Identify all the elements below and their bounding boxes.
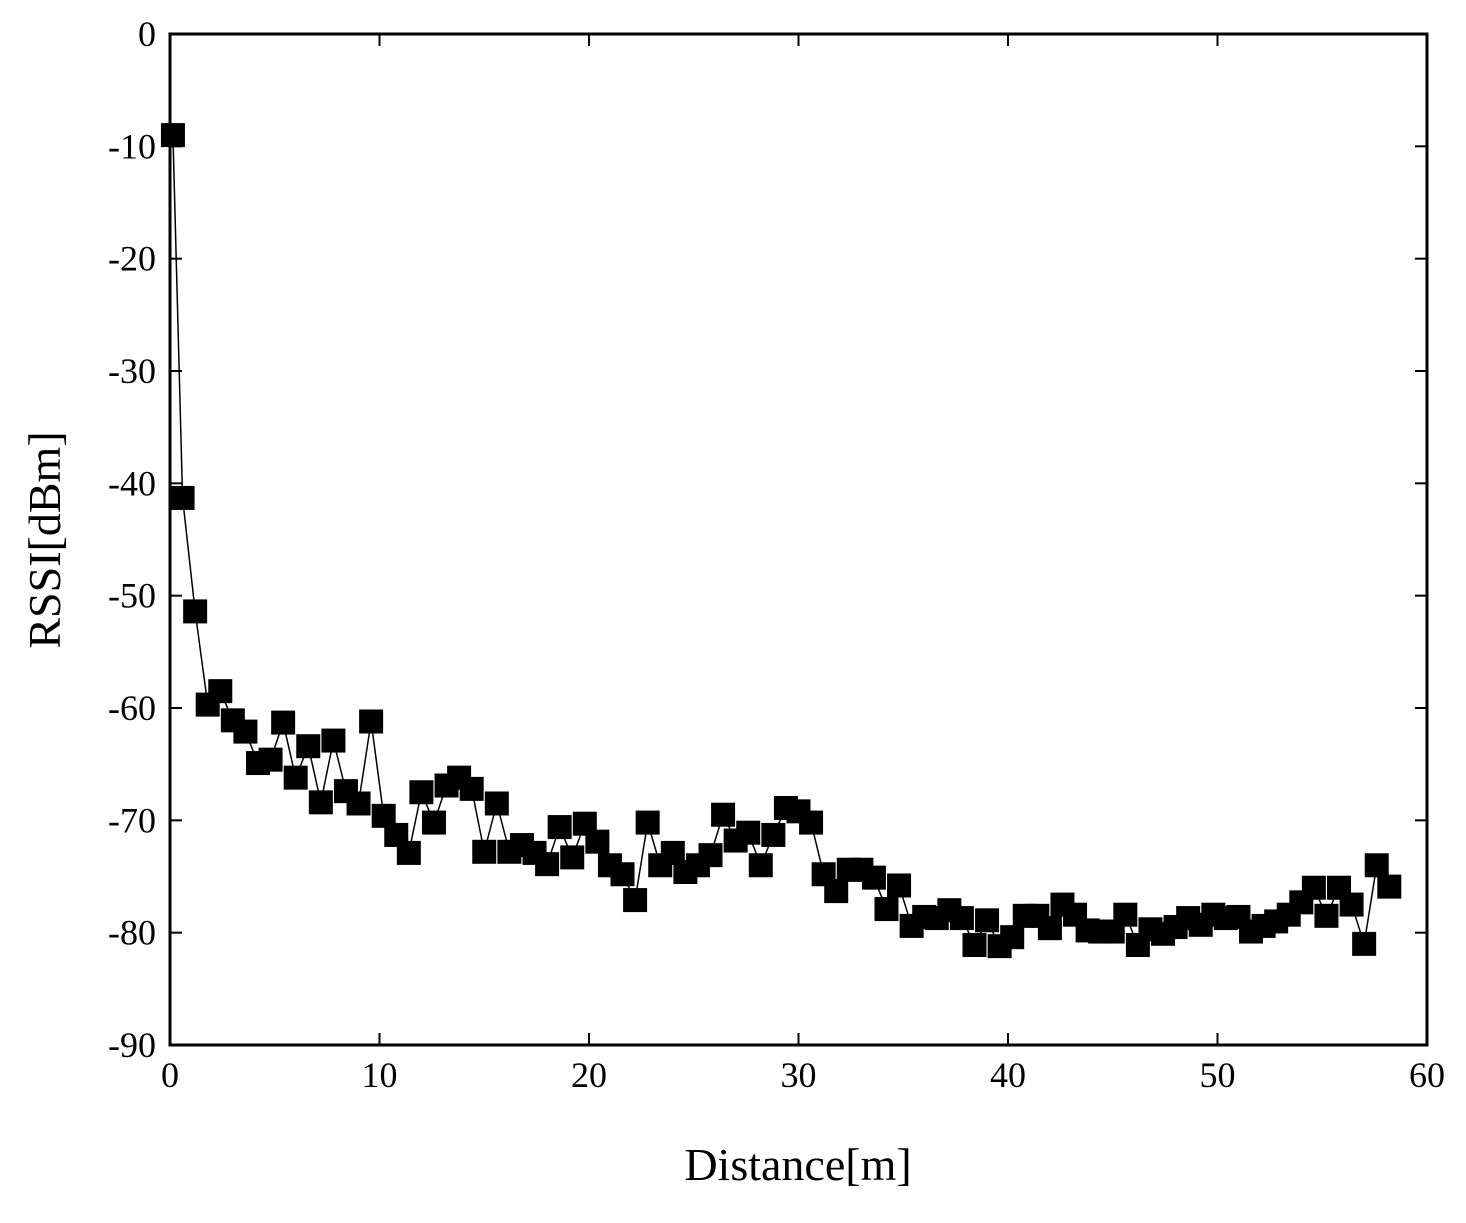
x-tick-label: 30 [781,1055,817,1095]
data-point [208,679,233,704]
data-point [484,791,509,816]
y-tick-label: 0 [138,14,156,54]
data-point [283,765,308,790]
x-tick-label: 0 [161,1055,179,1095]
x-axis-title: Distance[m] [684,1139,911,1190]
data-point [1377,874,1402,899]
data-point [321,728,346,753]
data-point [761,822,786,847]
x-tick-label: 60 [1409,1055,1445,1095]
data-point [472,839,497,864]
data-point [296,734,321,759]
data-point [396,840,421,865]
data-point [635,810,660,835]
data-point [308,790,333,815]
data-point [359,709,384,734]
y-tick-label: -70 [108,800,156,840]
data-point [585,829,610,854]
data-point [160,123,185,148]
data-point [1037,916,1062,941]
data-point [409,780,434,805]
data-point [1352,931,1377,956]
data-point [1301,875,1326,900]
y-axis-title: RSSI[dBm] [19,431,70,648]
y-tick-label: -90 [108,1025,156,1065]
data-point [736,820,761,845]
data-point [874,897,899,922]
data-point [698,843,723,868]
data-point [421,810,446,835]
data-point [748,853,773,878]
data-point [1339,892,1364,917]
y-tick-label: -30 [108,351,156,391]
plot-frame [168,32,1429,1047]
data-point [170,485,195,510]
data-point [824,879,849,904]
data-point [1314,903,1339,928]
data-point [535,852,560,877]
y-tick-label: -80 [108,913,156,953]
data-point [887,873,912,898]
data-point [861,865,886,890]
y-tick-label: -10 [108,126,156,166]
data-point [1000,925,1025,950]
data-point [799,810,824,835]
data-point [949,906,974,931]
y-tick-label: -60 [108,688,156,728]
x-tick-label: 10 [362,1055,398,1095]
data-point [975,908,1000,933]
data-point [610,862,635,887]
data-point [459,776,484,801]
data-point [233,719,258,744]
data-point [271,710,296,735]
data-point [711,802,736,827]
y-tick-label: -40 [108,463,156,503]
data-point [258,747,283,772]
data-point [183,599,208,624]
x-tick-label: 40 [990,1055,1026,1095]
y-tick-label: -50 [108,576,156,616]
data-point [346,791,371,816]
data-point [1113,902,1138,927]
x-tick-label: 20 [571,1055,607,1095]
data-point [1364,853,1389,878]
data-point [547,815,572,840]
y-tick-label: -20 [108,239,156,279]
data-point [962,933,987,958]
x-tick-label: 50 [1200,1055,1236,1095]
data-point [560,845,585,870]
data-point [623,888,648,913]
